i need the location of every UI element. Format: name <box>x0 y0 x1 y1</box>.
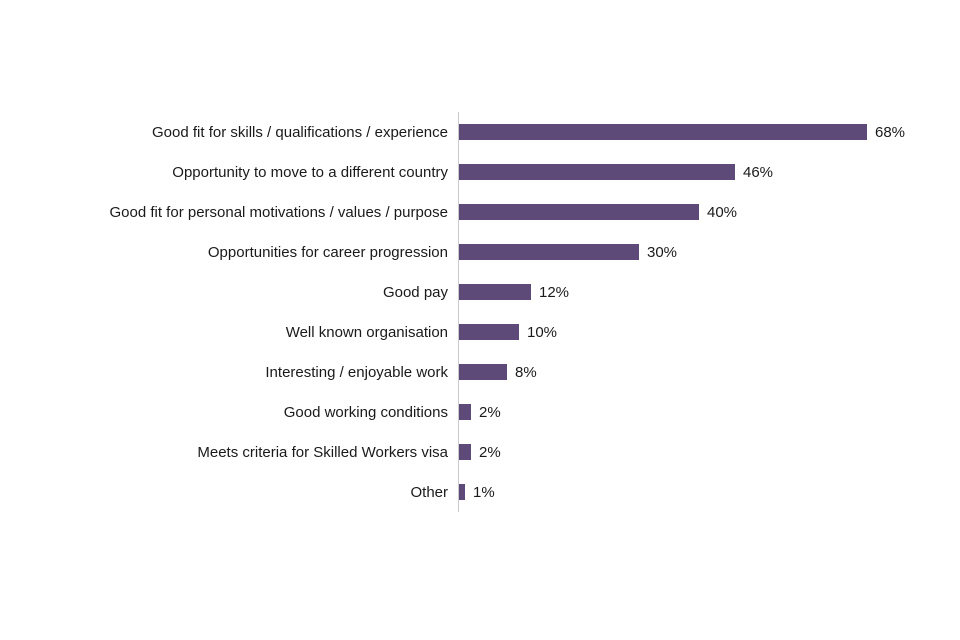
bar-row: Meets criteria for Skilled Workers visa 2… <box>40 432 920 472</box>
bar-row: Interesting / enjoyable work 8% <box>40 352 920 392</box>
bar-track: 68% <box>458 112 920 152</box>
category-label: Good fit for personal motivations / valu… <box>109 203 448 221</box>
bar-track: 46% <box>458 152 920 192</box>
value-label: 2% <box>479 403 501 421</box>
bar <box>459 124 867 140</box>
category-label: Well known organisation <box>285 323 448 341</box>
bar <box>459 244 639 260</box>
bar-rows: Good fit for skills / qualifications / e… <box>40 112 920 512</box>
bar-track: 2% <box>458 392 920 432</box>
bar-row: Other 1% <box>40 472 920 512</box>
category-label: Other <box>410 483 448 501</box>
bar-row: Good fit for personal motivations / valu… <box>40 192 920 232</box>
bar <box>459 364 507 380</box>
bar-row: Good pay 12% <box>40 272 920 312</box>
value-label: 2% <box>479 443 501 461</box>
bar <box>459 484 465 500</box>
value-label: 8% <box>515 363 537 381</box>
category-label: Good working conditions <box>283 403 448 421</box>
value-label: 68% <box>875 123 906 141</box>
bar-row: Opportunities for career progression 30% <box>40 232 920 272</box>
bar-track: 1% <box>458 472 920 512</box>
bar-row: Well known organisation 10% <box>40 312 920 352</box>
bar <box>459 164 735 180</box>
value-label: 46% <box>743 163 774 181</box>
value-label: 10% <box>527 323 558 341</box>
bar <box>459 204 699 220</box>
bar-row: Good working conditions 2% <box>40 392 920 432</box>
bar-row: Opportunity to move to a different count… <box>40 152 920 192</box>
bar <box>459 404 471 420</box>
bar-track: 40% <box>458 192 920 232</box>
bar-track: 30% <box>458 232 920 272</box>
category-label: Meets criteria for Skilled Workers visa <box>197 443 448 461</box>
bar-row: Good fit for skills / qualifications / e… <box>40 112 920 152</box>
bar-track: 12% <box>458 272 920 312</box>
bar <box>459 444 471 460</box>
value-label: 40% <box>707 203 738 221</box>
category-label: Good fit for skills / qualifications / e… <box>152 123 448 141</box>
bar-track: 10% <box>458 312 920 352</box>
value-label: 30% <box>647 243 678 261</box>
bar <box>459 284 531 300</box>
value-label: 1% <box>473 483 495 501</box>
category-label: Interesting / enjoyable work <box>265 363 448 381</box>
horizontal-bar-chart: Good fit for skills / qualifications / e… <box>40 112 920 512</box>
bar <box>459 324 519 340</box>
bar-track: 8% <box>458 352 920 392</box>
category-label: Opportunities for career progression <box>207 243 448 261</box>
category-label: Opportunity to move to a different count… <box>172 163 448 181</box>
value-label: 12% <box>539 283 570 301</box>
category-label: Good pay <box>382 283 448 301</box>
bar-track: 2% <box>458 432 920 472</box>
